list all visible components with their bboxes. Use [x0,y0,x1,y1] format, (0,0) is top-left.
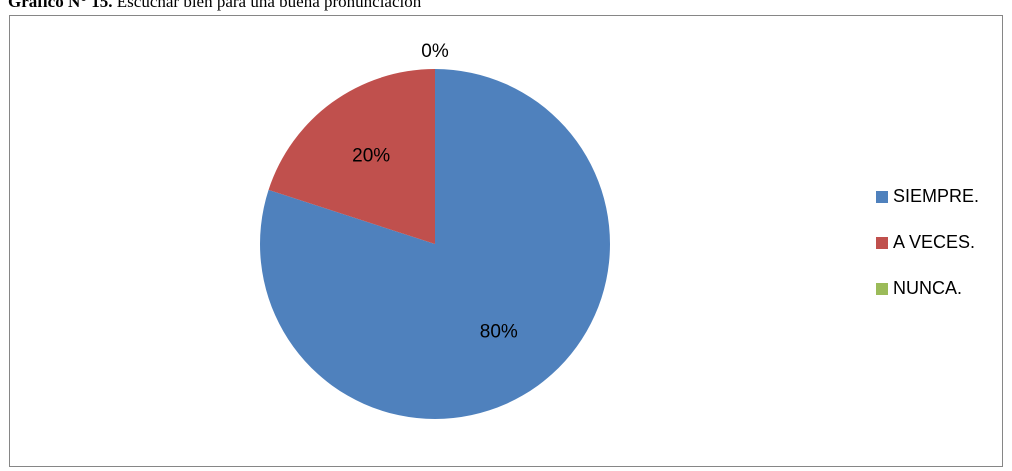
legend-label-a-veces: A VECES. [893,232,976,252]
legend-swatch-nunca [876,283,888,295]
legend-swatch-a-veces [876,237,888,249]
pie-slice-a-veces [268,69,435,244]
data-label-siempre: 80% [480,321,518,342]
pie-data-labels: 80% 20% 0% [352,41,518,342]
data-label-a-veces: 20% [352,146,390,167]
legend-label-nunca: NUNCA. [893,278,963,298]
pie-slices [260,69,610,419]
figure-caption: Gráfico N° 15. Escuchar bien para una bu… [8,0,421,12]
data-label-nunca: 0% [421,41,449,62]
figure-number: Gráfico N° 15. [8,0,113,11]
legend-swatch-siempre [876,191,888,203]
figure-title: Escuchar bien para una buena pronunciaci… [116,0,422,11]
legend-label-siempre: SIEMPRE. [893,186,980,206]
